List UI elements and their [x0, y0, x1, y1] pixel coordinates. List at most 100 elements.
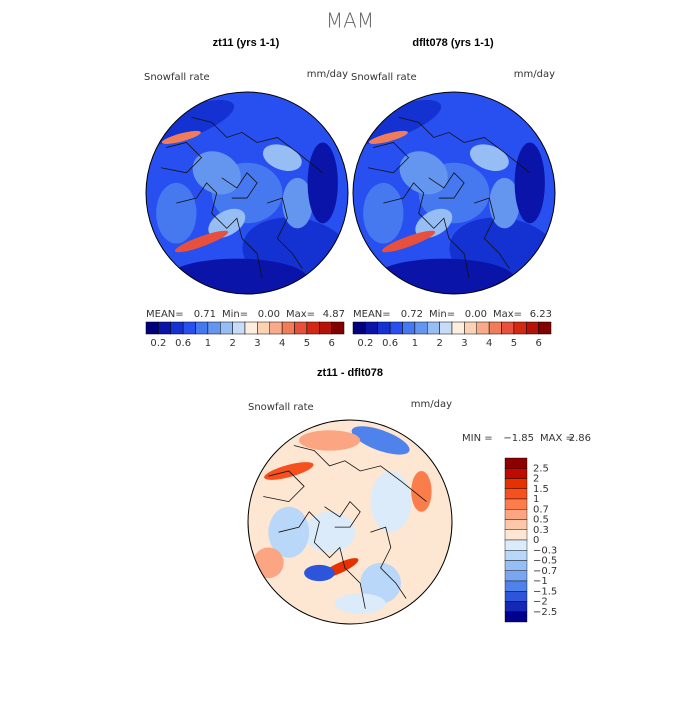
colorbar-label: 0.6 — [382, 338, 398, 349]
stat-value: −1.85 — [503, 433, 534, 444]
colorbar-label: 0.6 — [175, 338, 191, 349]
colorbar-box — [526, 321, 539, 335]
colorbar-label: 1.5 — [533, 484, 549, 495]
coastline — [368, 142, 410, 174]
colorbar-box — [504, 611, 528, 623]
colorbar-label: 5 — [511, 338, 517, 349]
stat-label: MEAN= — [353, 309, 391, 320]
coastline — [398, 116, 530, 174]
field-patch — [262, 144, 302, 171]
colorbar-box — [504, 468, 528, 479]
colorbar-box — [464, 321, 477, 335]
colorbar-label: 2 — [533, 474, 539, 485]
panel-title: zt11 - dflt078 — [317, 367, 383, 379]
coastline — [176, 182, 263, 279]
colorbar-box — [501, 321, 515, 335]
variable-label: Snowfall rate — [248, 402, 314, 413]
map — [248, 420, 452, 624]
stat-value: 4.87 — [323, 309, 345, 320]
colorbar-label: −1.5 — [533, 586, 557, 597]
stat-label: MIN = — [462, 433, 493, 444]
coastline — [161, 142, 203, 174]
colorbar-label: −2.5 — [533, 607, 557, 618]
stat-label: Min= — [429, 309, 455, 320]
colorbar-label: 6 — [535, 338, 541, 349]
colorbar-label: 3 — [461, 338, 467, 349]
units-label: mm/day — [514, 69, 555, 80]
colorbar-box — [170, 321, 184, 335]
colorbar-label: −2 — [533, 597, 548, 608]
coastline — [221, 172, 258, 199]
colorbar-box — [377, 321, 391, 335]
colorbar-box — [504, 539, 528, 551]
colorbar-label: 6 — [328, 338, 334, 349]
colorbar-box — [439, 321, 453, 335]
colorbar-box — [488, 321, 502, 335]
field-patch — [282, 177, 313, 229]
colorbar-label: 1 — [412, 338, 418, 349]
colorbar-box — [504, 601, 528, 612]
field-patch — [299, 430, 361, 451]
coastline — [263, 470, 305, 503]
colorbar-box — [504, 570, 528, 582]
map-border — [247, 419, 453, 625]
colorbar-box — [158, 321, 171, 335]
colorbar-box — [389, 321, 403, 335]
map — [146, 92, 348, 294]
stat-value: 0.71 — [194, 309, 216, 320]
colorbar-label: −0.3 — [533, 545, 557, 556]
colorbar-label: 0.2 — [150, 338, 166, 349]
stat-label: Max= — [493, 309, 522, 320]
colorbar-label: 0.3 — [533, 525, 549, 536]
colorbar-box — [513, 321, 527, 335]
field-patch — [489, 177, 520, 229]
colorbar-box — [294, 321, 308, 335]
colorbar-box — [145, 321, 159, 335]
field-patch — [208, 208, 246, 238]
field-patch — [360, 562, 401, 604]
colorbar-box — [306, 321, 320, 335]
units-label: mm/day — [411, 399, 452, 410]
field-patch — [268, 506, 310, 558]
colorbar-label: 1 — [533, 494, 539, 505]
colorbar-box — [269, 321, 283, 335]
colorbar-label: 2.5 — [533, 463, 549, 474]
colorbar-box — [504, 550, 528, 561]
field-patch — [351, 426, 410, 455]
colorbar-label: 1 — [205, 338, 211, 349]
colorbar-box — [476, 321, 490, 335]
colorbar-label: −1 — [533, 576, 548, 587]
coastline — [474, 197, 510, 269]
colorbar-box — [504, 560, 528, 571]
stat-value: 0.72 — [401, 309, 423, 320]
colorbar-box — [402, 321, 416, 335]
colorbar-box — [352, 321, 366, 335]
colorbar-label: 5 — [304, 338, 310, 349]
field-patch — [166, 258, 308, 294]
map — [353, 92, 555, 294]
variable-label: Snowfall rate — [144, 72, 210, 83]
colorbar-box — [504, 529, 528, 541]
coastline — [383, 182, 470, 279]
colorbar-box — [257, 321, 270, 335]
field-patch — [370, 471, 412, 533]
colorbar-label: 0.2 — [357, 338, 373, 349]
coastline — [293, 445, 427, 502]
colorbar-label: 0 — [533, 535, 539, 546]
colorbar-box — [451, 321, 465, 335]
colorbar-box — [281, 321, 295, 335]
colorbar-box — [244, 321, 258, 335]
stat-value: 2.86 — [569, 433, 591, 444]
field-patch — [304, 564, 335, 582]
colorbar-label: 0.7 — [533, 504, 549, 515]
stat-value: 0.00 — [258, 309, 280, 320]
coastline — [191, 116, 323, 174]
colorbar-box — [504, 509, 528, 520]
field-patch — [304, 511, 356, 553]
colorbar-box — [504, 478, 528, 489]
field-patch — [161, 130, 201, 144]
colorbar-box — [504, 498, 528, 510]
coastline — [267, 197, 303, 269]
colorbar-box — [220, 321, 233, 335]
coastline — [428, 172, 465, 199]
